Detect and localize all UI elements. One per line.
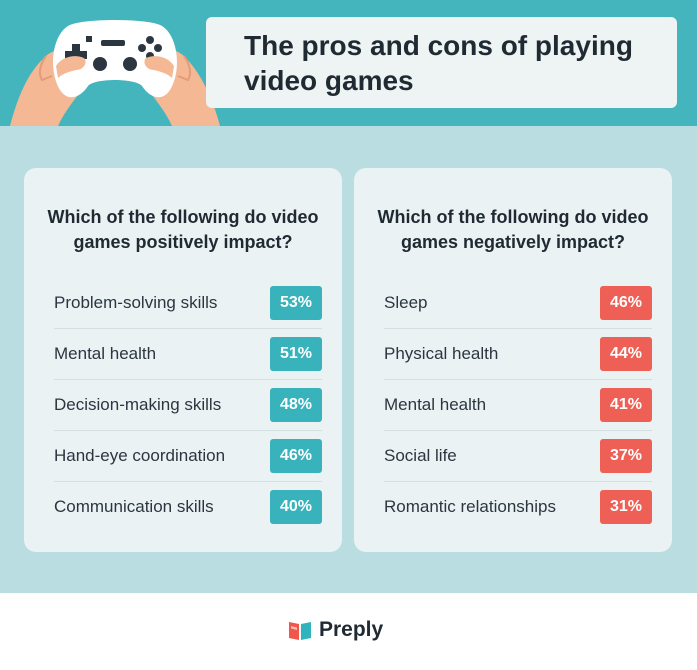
- title-box: The pros and cons of playing video games: [206, 17, 677, 108]
- percent-badge: 44%: [600, 337, 652, 371]
- footer: Preply: [0, 593, 697, 670]
- list-item: Mental health 51%: [54, 329, 322, 380]
- gamepad-hands-icon: [10, 20, 220, 126]
- percent-badge: 31%: [600, 490, 652, 524]
- percent-badge: 51%: [270, 337, 322, 371]
- percent-badge: 46%: [270, 439, 322, 473]
- item-label: Communication skills: [54, 497, 214, 516]
- percent-badge: 48%: [270, 388, 322, 422]
- item-label: Romantic relationships: [384, 497, 556, 516]
- item-label: Mental health: [384, 395, 487, 414]
- item-label: Sleep: [384, 293, 428, 312]
- percent-badge: 40%: [270, 490, 322, 524]
- percent-badge: 37%: [600, 439, 652, 473]
- page-title: The pros and cons of playing video games: [244, 30, 633, 96]
- list-item: Sleep 46%: [384, 278, 652, 329]
- percent-badge: 41%: [600, 388, 652, 422]
- negative-impact-card: Which of the following do video games ne…: [354, 168, 672, 552]
- list-item: Mental health 41%: [384, 380, 652, 431]
- list-item: Social life 37%: [384, 431, 652, 482]
- item-label: Mental health: [54, 344, 157, 363]
- main-panel: Which of the following do video games po…: [0, 126, 697, 593]
- preply-logo-icon: [289, 622, 311, 640]
- item-label: Physical health: [384, 344, 499, 363]
- negative-list: Sleep 46% Physical health 44% Mental hea…: [384, 278, 652, 532]
- negative-question: Which of the following do video games ne…: [377, 207, 649, 252]
- list-item: Communication skills 40%: [54, 482, 322, 532]
- positive-list: Problem-solving skills 53% Mental health…: [54, 278, 322, 532]
- positive-question: Which of the following do video games po…: [47, 207, 319, 252]
- brand-name: Preply: [319, 618, 384, 641]
- brand: Preply: [288, 617, 383, 643]
- percent-badge: 46%: [600, 286, 652, 320]
- list-item: Romantic relationships 31%: [384, 482, 652, 532]
- item-label: Problem-solving skills: [54, 293, 218, 312]
- item-label: Decision-making skills: [54, 395, 222, 414]
- list-item: Problem-solving skills 53%: [54, 278, 322, 329]
- list-item: Physical health 44%: [384, 329, 652, 380]
- list-item: Decision-making skills 48%: [54, 380, 322, 431]
- percent-badge: 53%: [270, 286, 322, 320]
- item-label: Social life: [384, 446, 457, 465]
- list-item: Hand-eye coordination 46%: [54, 431, 322, 482]
- positive-impact-card: Which of the following do video games po…: [24, 168, 342, 552]
- item-label: Hand-eye coordination: [54, 446, 226, 465]
- header-banner: The pros and cons of playing video games: [0, 0, 697, 126]
